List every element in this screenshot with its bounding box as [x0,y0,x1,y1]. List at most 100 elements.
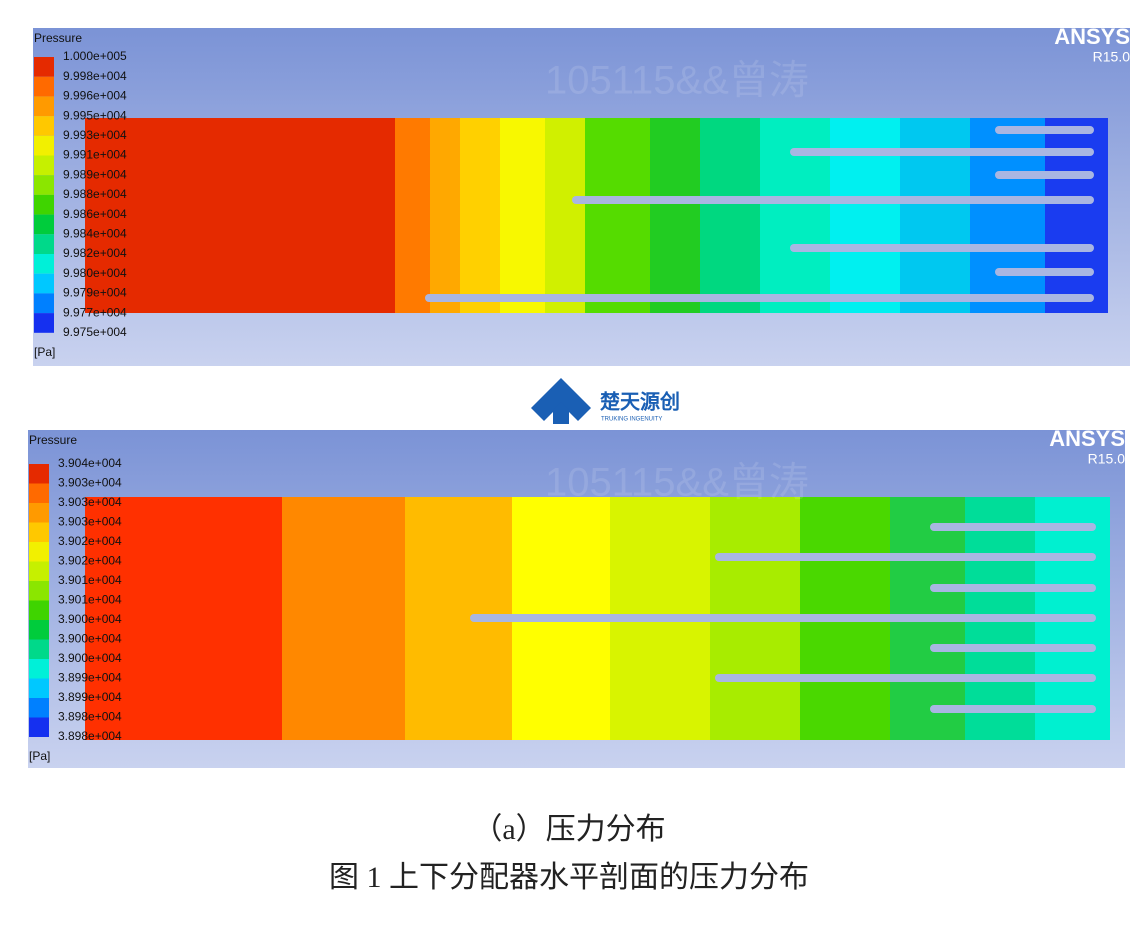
contour-band [650,118,700,313]
logo-subtitle: TRUKING INGENUITY [601,417,662,423]
contour-band [500,118,545,313]
legend-swatch [29,717,49,737]
contour-band [395,118,430,313]
logo-icon [553,402,569,424]
legend-swatch [34,57,54,77]
legend-title: Pressure [34,31,82,45]
contour-band [85,497,282,740]
legend-label: 3.898e+004 [58,729,122,743]
legend-swatch [29,561,49,581]
legend-label: 9.979e+004 [63,286,127,300]
contour-band [1045,118,1108,313]
legend-label: 3.903e+004 [58,495,122,509]
outlet-pipe [930,523,1096,531]
legend-swatch [29,503,49,523]
legend-swatch [34,254,54,274]
legend-label: 3.900e+004 [58,651,122,665]
legend-swatch [29,483,49,503]
legend-label: 9.991e+004 [63,148,127,162]
contour-band [830,118,900,313]
legend-swatch [29,659,49,679]
legend-swatch [34,234,54,254]
unit-label: [Pa] [34,345,55,359]
legend-label: 3.899e+004 [58,671,122,685]
legend-swatch [34,194,54,215]
legend-label: 9.989e+004 [63,167,127,181]
legend-swatch [34,116,54,136]
legend-label: 9.980e+004 [63,266,127,280]
unit-label: [Pa] [29,749,50,763]
legend-label: 3.902e+004 [58,554,122,568]
outlet-pipe [995,171,1094,179]
legend-label: 3.900e+004 [58,632,122,646]
outlet-pipe [995,126,1094,134]
outlet-pipe [425,294,1094,302]
legend-label: 9.998e+004 [63,69,127,83]
legend-swatch [34,273,54,294]
contour-band [85,118,395,313]
legend-swatch [34,96,54,117]
contour-figure: 105115&&曾涛 Pressure 3.904e+004 3.903e+004 3.… [28,426,1125,768]
outlet-pipe [930,705,1096,713]
legend-label: 3.903e+004 [58,515,122,529]
legend-swatch [34,135,54,156]
legend-swatch [29,581,49,601]
legend-swatch [29,678,49,698]
outlet-pipe [572,196,1094,204]
watermark: 105115&&曾涛 [545,59,809,103]
outlet-pipe [995,268,1094,276]
legend-label: 3.898e+004 [58,710,122,724]
contour-band [760,118,830,313]
contour-band [282,497,405,740]
legend-label: 3.901e+004 [58,573,122,587]
legend-swatch [29,542,49,562]
version: R15.0 [1093,49,1131,65]
logo: 楚天源创 TRUKING INGENUITY [531,378,680,424]
legend-label: 3.903e+004 [58,476,122,490]
legend-label: 3.900e+004 [58,612,122,626]
legend-swatch [34,175,54,195]
legend-label: 9.993e+004 [63,128,127,142]
legend-label: 9.977e+004 [63,305,127,319]
legend-label: 9.996e+004 [63,89,127,103]
legend-title: Pressure [29,433,77,447]
legend-swatch [34,76,54,97]
version: R15.0 [1088,451,1126,467]
logo-name: 楚天源创 [600,389,680,413]
outlet-pipe [790,148,1094,156]
legend-label: 9.995e+004 [63,108,127,122]
legend-label: 3.904e+004 [58,456,122,470]
caption: 图 1 上下分配器水平剖面的压力分布 [329,861,809,894]
outlet-pipe [790,244,1094,252]
legend-swatch [34,293,54,314]
legend-swatch [34,155,54,176]
logo-icon [531,378,591,421]
legend-label: 9.984e+004 [63,226,127,240]
legend-swatch [29,698,49,718]
legend-swatch [34,313,54,333]
legend-label: 9.988e+004 [63,187,127,201]
outlet-pipe [470,614,1096,622]
legend-label: 1.000e+005 [63,49,127,63]
contour-band [545,118,585,313]
legend-label: 9.982e+004 [63,246,127,260]
legend-label: 3.901e+004 [58,593,122,607]
subcaption: （a）压力分布 [472,813,665,846]
contour-band [430,118,460,313]
contour-band [970,118,1045,313]
outlet-pipe [715,674,1096,682]
legend-label: 9.986e+004 [63,207,127,221]
legend-swatch [29,464,49,484]
contour-band [460,118,500,313]
legend-swatch [34,214,54,235]
contour-band [585,118,650,313]
watermark: 105115&&曾涛 [545,461,809,505]
brand: ANSYS [1054,24,1130,49]
outlet-pipe [930,584,1096,592]
legend-swatch [29,600,49,620]
contour-band [700,118,760,313]
legend-swatch [29,639,49,659]
legend-swatch [29,620,49,640]
legend-label: 9.975e+004 [63,325,127,339]
